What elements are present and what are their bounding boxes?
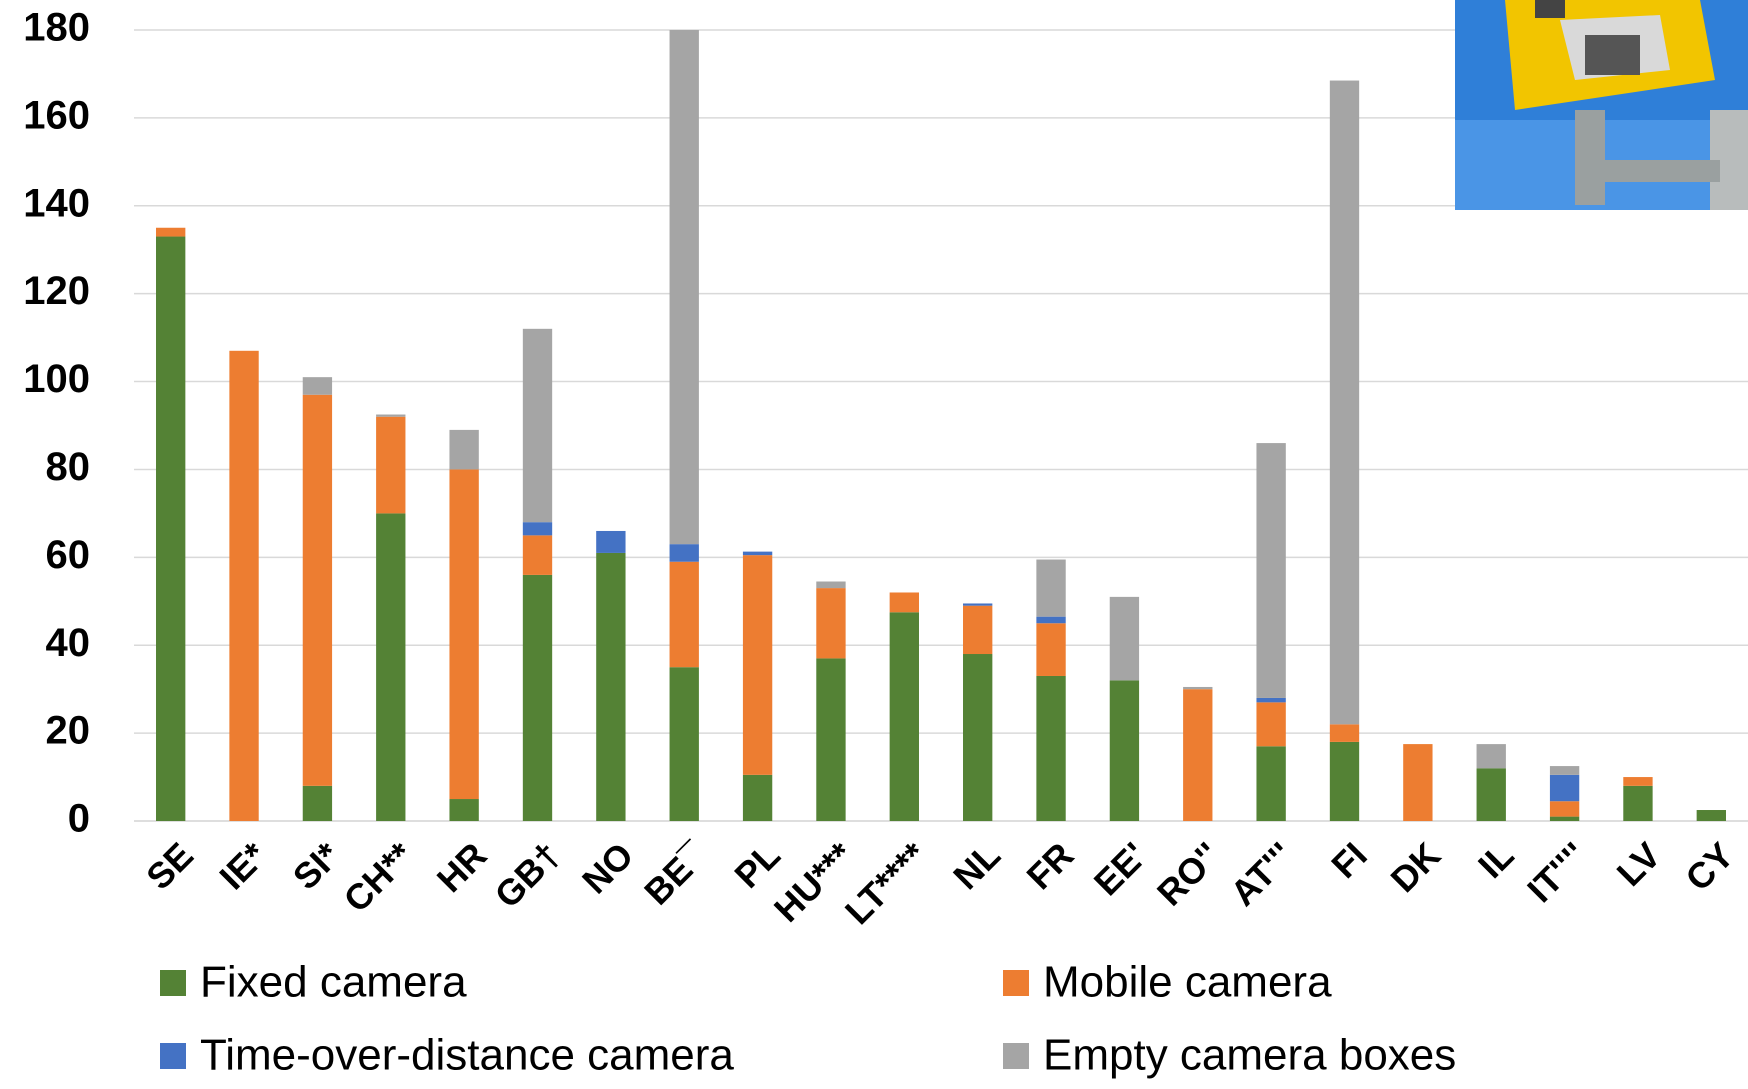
bar-segment: [1329, 80, 1360, 725]
x-tick-label: IL: [1470, 834, 1522, 886]
bar-segment: [522, 328, 553, 523]
bar-segment: [522, 574, 553, 821]
x-tick-label: SE: [138, 834, 201, 897]
y-tick-label: 40: [46, 621, 91, 665]
bar-segment: [522, 522, 553, 536]
x-tick-label: NL: [945, 834, 1008, 897]
bar-segment: [669, 561, 699, 668]
bar-segment: [963, 605, 993, 655]
legend-label: Time-over-distance camera: [200, 1031, 734, 1080]
y-tick-label: 140: [23, 181, 90, 225]
bar-segment: [449, 429, 479, 470]
x-tick-label: FI: [1323, 834, 1375, 886]
y-tick-label: 20: [46, 709, 91, 753]
legend-swatch: [1003, 1043, 1029, 1069]
bar-segment: [816, 588, 846, 659]
bar-segment: [1036, 623, 1066, 676]
bar-segment: [1256, 702, 1286, 747]
y-tick-label: 120: [23, 269, 90, 313]
bar-segment: [742, 551, 773, 556]
bar-segment: [669, 30, 699, 545]
x-tick-label: RO'': [1149, 834, 1228, 913]
bar-segment: [1329, 741, 1360, 821]
bar-segment: [1036, 559, 1066, 617]
bar-segment: [1036, 616, 1066, 624]
bar-segment: [376, 416, 406, 514]
bar-segment: [1109, 596, 1140, 681]
bar-segment: [889, 612, 919, 821]
bar-segment: [1256, 697, 1286, 703]
x-tick-label: EE': [1086, 834, 1155, 903]
y-tick-label: 60: [46, 533, 91, 577]
x-tick-label: FR: [1018, 834, 1081, 897]
bar-segment: [1256, 746, 1286, 821]
bar-segment: [963, 654, 993, 821]
bar-segment: [1549, 774, 1580, 802]
legend-label: Empty camera boxes: [1043, 1031, 1456, 1080]
bar-segment: [1549, 801, 1580, 817]
bar-segment: [1549, 766, 1580, 775]
photo: [1455, 0, 1748, 210]
bar-segment: [156, 236, 186, 822]
y-tick-label: 100: [23, 357, 90, 401]
bar-segment: [1036, 675, 1066, 821]
x-tick-label: GB†: [487, 834, 568, 915]
legend-label: Fixed camera: [200, 958, 467, 1007]
bar-segment: [669, 544, 699, 562]
x-tick-label: AT''': [1222, 834, 1301, 913]
bar-segment: [1403, 744, 1433, 821]
bar-segment: [742, 555, 773, 775]
x-tick-label: CH**: [336, 834, 422, 920]
bar-segment: [1183, 686, 1213, 690]
bar-segment: [963, 603, 993, 606]
x-tick-label: IT'''': [1519, 834, 1595, 910]
bar-segment: [889, 592, 919, 613]
bar-segment: [596, 530, 626, 553]
x-tick-label: DK: [1382, 834, 1448, 900]
bar-segment: [1623, 785, 1653, 821]
bar-segment: [376, 414, 406, 417]
bar-segment: [302, 785, 333, 821]
bar-segment: [229, 350, 259, 821]
legend-swatch: [160, 1043, 186, 1069]
x-tick-label: BE¯: [636, 834, 715, 913]
x-tick-label: LT****: [837, 834, 935, 932]
legend-swatch: [160, 970, 186, 996]
bar-segment: [1476, 768, 1506, 821]
bar-segment: [742, 774, 773, 821]
x-tick-label: HR: [429, 834, 495, 900]
legend-label: Mobile camera: [1043, 958, 1332, 1007]
y-tick-label: 160: [23, 93, 90, 137]
bar-segment: [522, 535, 553, 575]
bar-segment: [302, 377, 333, 395]
y-tick-label: 80: [46, 445, 91, 489]
bar-segment: [1256, 443, 1286, 698]
bar-segment: [1329, 724, 1360, 742]
bar-segment: [449, 469, 479, 800]
x-tick-label: IE*: [211, 834, 274, 897]
x-tick-label: LV: [1609, 834, 1669, 894]
bar-segment: [1183, 689, 1213, 821]
bar-segment: [156, 227, 186, 237]
bar-segment: [669, 667, 699, 821]
bar-segment: [1109, 680, 1140, 821]
bar-segment: [1623, 777, 1653, 786]
x-tick-label: CY: [1677, 834, 1741, 898]
bar-segment: [596, 552, 626, 821]
bar-segment: [1696, 810, 1726, 821]
legend-swatch: [1003, 970, 1029, 996]
bar-segment: [302, 394, 333, 786]
bar-segment: [449, 799, 479, 821]
bar-segment: [1549, 816, 1580, 821]
x-tick-label: HU***: [766, 834, 861, 929]
bar-segment: [816, 658, 846, 821]
y-tick-label: 180: [23, 6, 90, 50]
x-tick-label: NO: [574, 834, 641, 901]
bar-segment: [816, 581, 846, 589]
y-tick-label: 0: [68, 797, 90, 841]
bar-segment: [1476, 744, 1506, 769]
bar-segment: [376, 513, 406, 821]
